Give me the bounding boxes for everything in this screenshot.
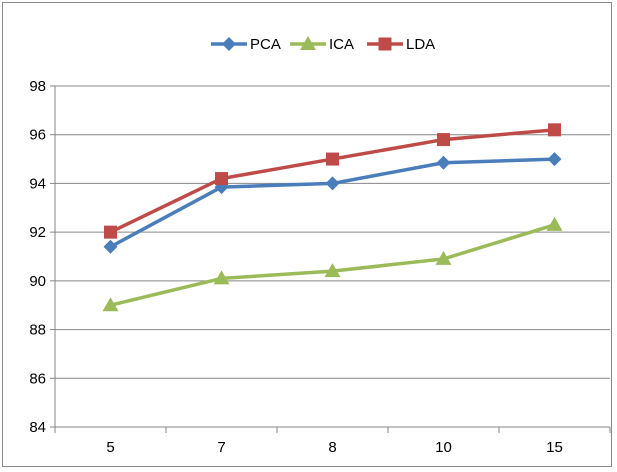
legend-marker-lda: [378, 37, 392, 51]
legend: PCA ICA LDA: [211, 36, 435, 53]
series-group: [102, 123, 563, 312]
data-point-ica: [213, 270, 230, 285]
legend-marker-pca: [222, 37, 236, 51]
y-tick-label: 86: [29, 370, 46, 387]
legend-item-pca: PCA: [211, 36, 281, 53]
series-ica: [102, 216, 563, 312]
legend-item-lda: LDA: [367, 36, 435, 53]
x-tick-label: 10: [435, 439, 452, 456]
legend-label-ica: ICA: [329, 36, 354, 53]
legend-label-lda: LDA: [406, 36, 435, 53]
y-tick-label: 84: [29, 419, 46, 436]
y-tick-label: 92: [29, 224, 46, 241]
y-tick-label: 96: [29, 127, 46, 144]
data-point-lda: [437, 133, 450, 147]
chart-frame: [2, 2, 612, 467]
series-line-pca: [109, 157, 555, 249]
x-tick-label: 7: [217, 439, 225, 456]
data-point-lda: [104, 225, 117, 239]
y-tick-label: 98: [29, 78, 46, 95]
data-point-ica: [102, 297, 119, 312]
gridlines: [55, 85, 610, 428]
data-point-lda: [548, 123, 561, 137]
x-tick-label: 8: [328, 439, 336, 456]
y-tick-label: 88: [29, 322, 46, 339]
legend-marker-ica: [300, 36, 316, 50]
data-point-lda: [215, 172, 228, 186]
legend-label-pca: PCA: [250, 36, 281, 53]
y-tick-label: 90: [29, 273, 46, 290]
data-point-pca: [547, 152, 562, 167]
y-tick-label: 94: [29, 175, 46, 192]
x-tick-label: 15: [546, 439, 563, 456]
data-point-ica: [324, 263, 341, 278]
series-lda: [104, 123, 561, 239]
y-axis-ticks: 84 86 88 90 92 94 96 98: [29, 78, 55, 436]
data-point-ica: [435, 250, 452, 265]
data-point-ica: [546, 216, 563, 231]
data-point-lda: [326, 152, 339, 166]
data-point-pca: [436, 155, 451, 170]
x-tick-label: 5: [106, 439, 114, 456]
data-point-pca: [103, 239, 118, 254]
data-point-pca: [325, 176, 340, 191]
x-axis-ticks: 5 7 8 10 15: [54, 427, 611, 456]
legend-item-ica: ICA: [290, 36, 354, 53]
